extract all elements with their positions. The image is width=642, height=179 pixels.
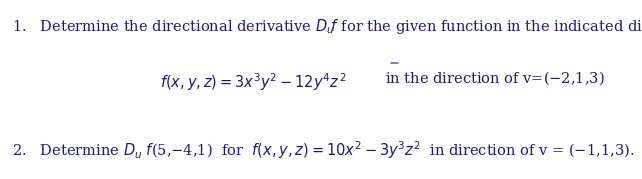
Text: $f(x,y,z)=3x^3y^2-12y^4z^{\,2}$: $f(x,y,z)=3x^3y^2-12y^4z^{\,2}$ [160,71,347,93]
Text: in the direction of v=($-$2,1,3): in the direction of v=($-$2,1,3) [385,69,605,87]
Text: 2.   Determine $D_u$ $f$(5,$-$4,1)  for  $f(x,y,z)=10x^2-3y^3z^2$  in direction : 2. Determine $D_u$ $f$(5,$-$4,1) for $f(… [12,139,634,161]
Text: 1.   Determine the directional derivative $D_u\!f$ for the given function in the: 1. Determine the directional derivative … [12,17,642,36]
